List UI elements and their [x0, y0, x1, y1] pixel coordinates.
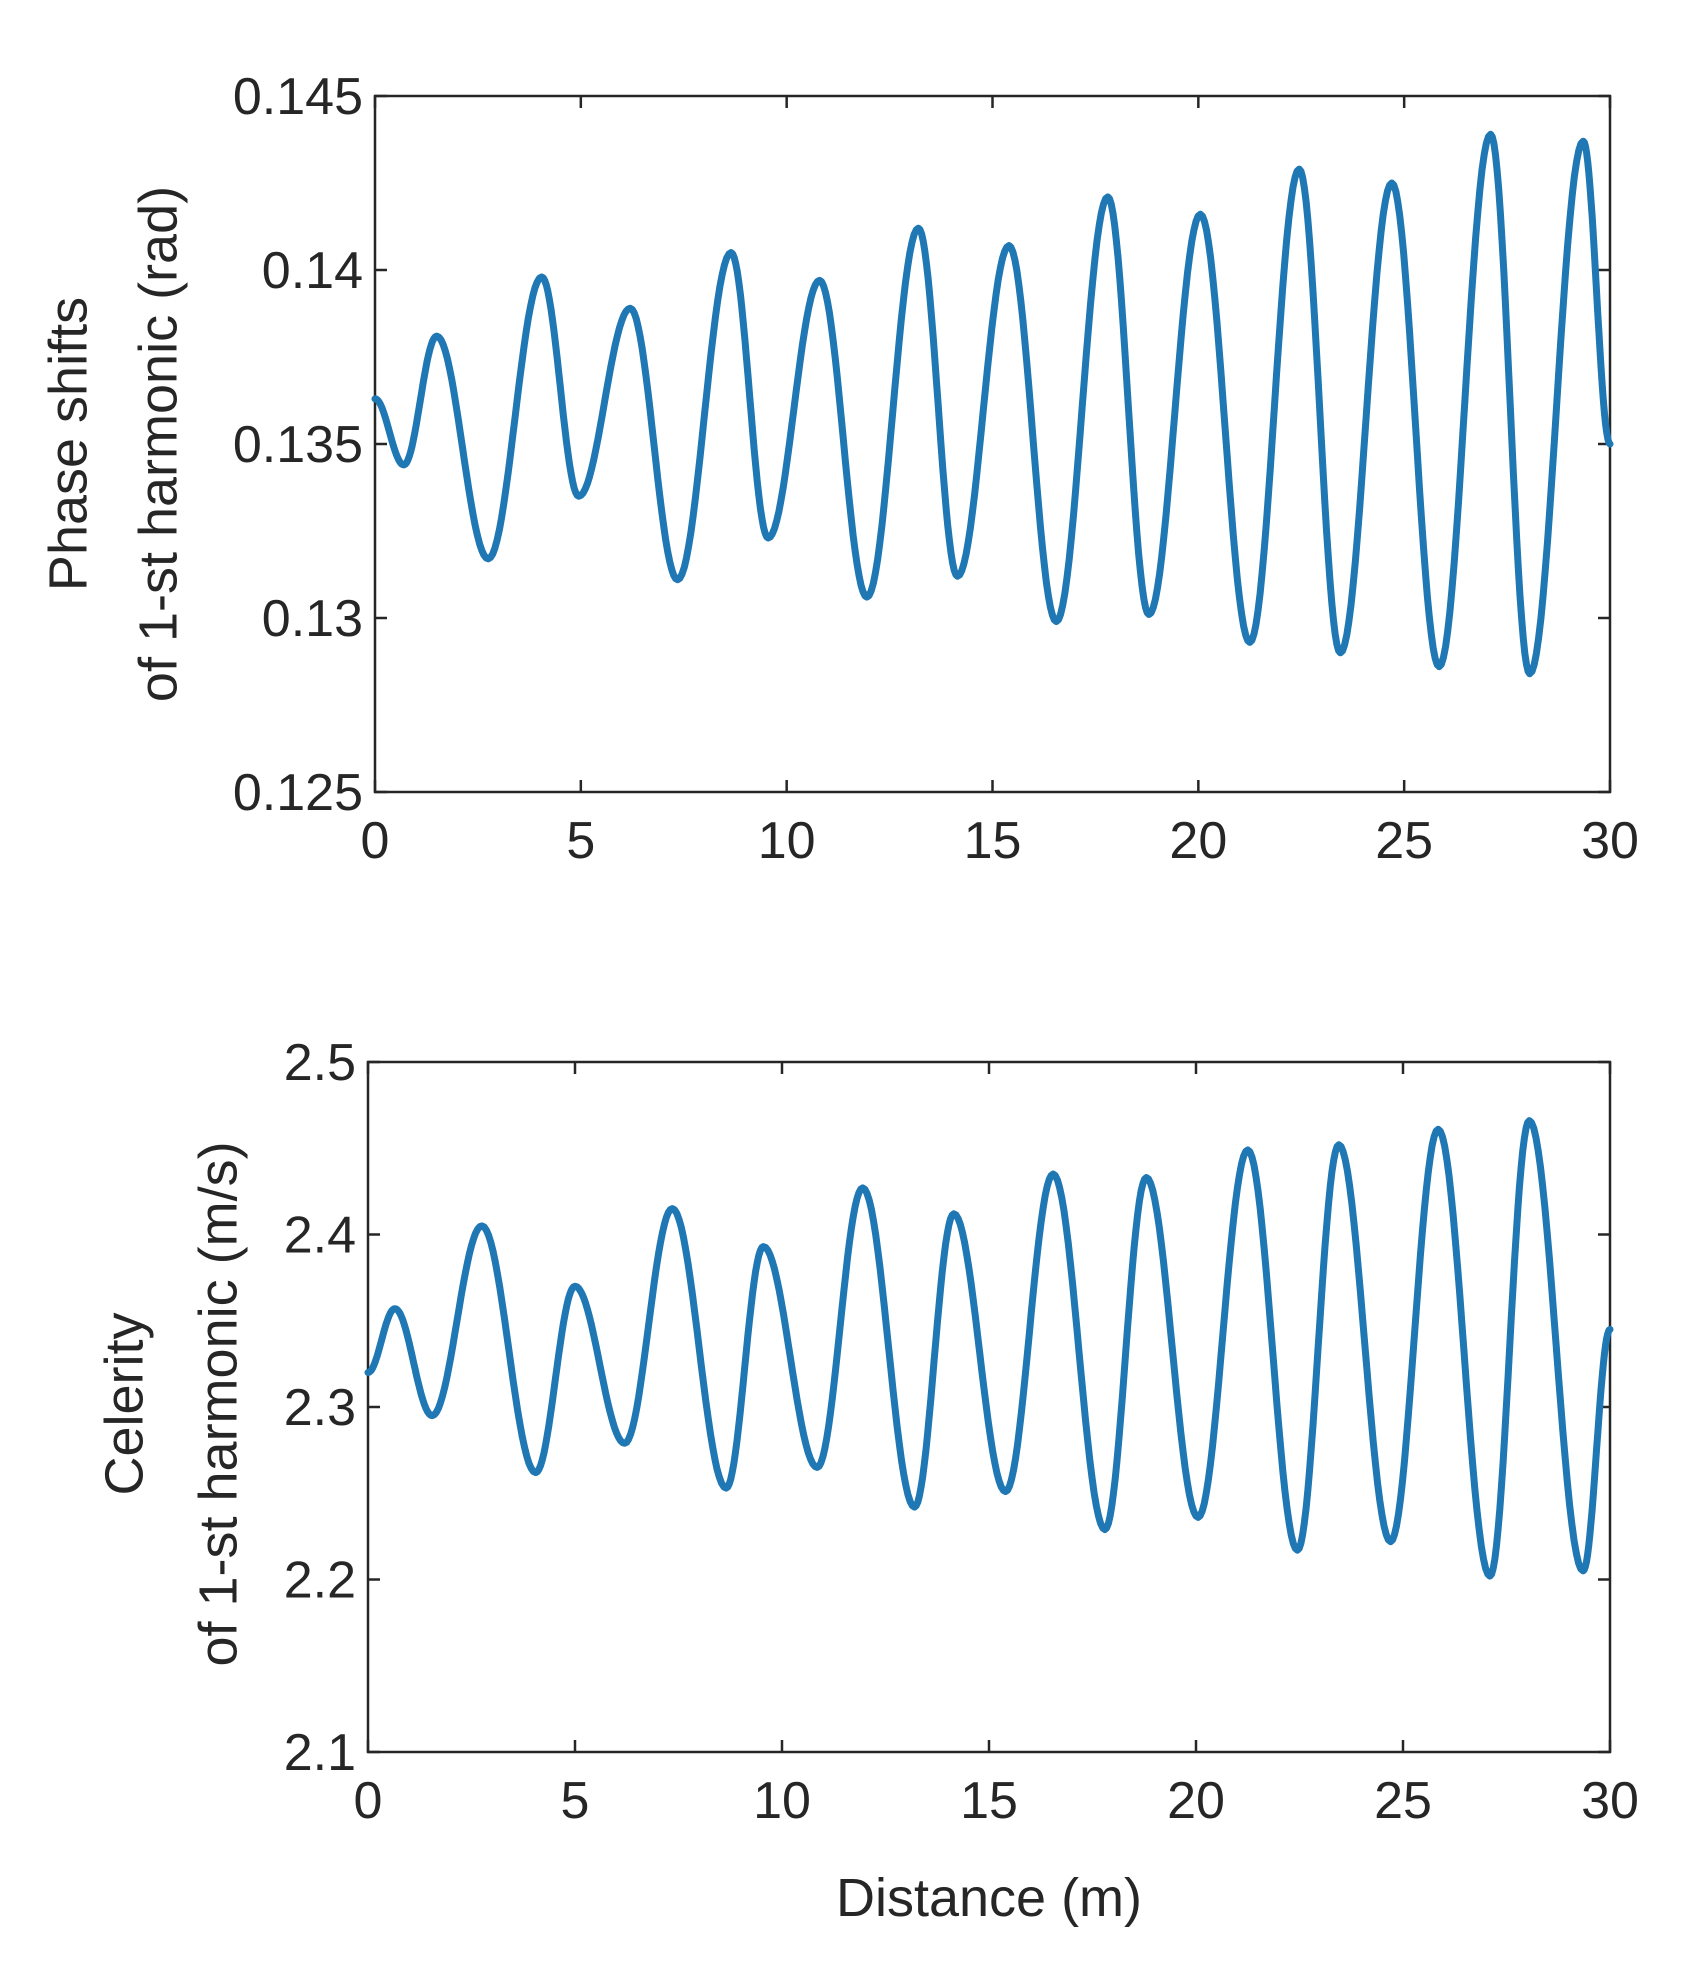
phase-shift-ytick-label: 0.145 [233, 68, 363, 126]
phase-shift-xtick-label: 0 [361, 812, 390, 870]
celerity-ylabel-line2: of 1-st harmonic (m/s) [188, 1141, 248, 1666]
phase-shift-ytick-label: 0.125 [233, 764, 363, 822]
celerity-panel: 0 5 10 15 20 25 30 2.1 2.2 2.3 2.4 2.5 Celerity of … [94, 1034, 1639, 1928]
celerity-xtick-label: 25 [1374, 1772, 1432, 1830]
phase-shift-xtick-label: 15 [964, 812, 1022, 870]
phase-shift-xtick-label: 20 [1169, 812, 1227, 870]
phase-shift-xtick-label: 25 [1375, 812, 1433, 870]
phase-shift-plot-frame [373, 94, 1612, 794]
phase-shift-xtick-label: 5 [566, 812, 595, 870]
phase-shift-ytick-label: 0.135 [233, 416, 363, 474]
celerity-ytick-label: 2.4 [284, 1207, 356, 1265]
phase-shift-ylabel-line2: of 1-st harmonic (rad) [128, 186, 188, 702]
celerity-xtick-label: 15 [960, 1772, 1018, 1830]
phase-shift-ylabel-line1: Phase shifts [38, 297, 98, 591]
phase-shift-ytick-label: 0.13 [262, 590, 363, 648]
celerity-tick-labels: 0 5 10 15 20 25 30 2.1 2.2 2.3 2.4 2.5 [284, 1034, 1639, 1830]
phase-shift-ytick-label: 0.14 [262, 242, 363, 300]
phase-shift-xtick-label: 30 [1581, 812, 1639, 870]
celerity-ytick-label: 2.5 [284, 1034, 356, 1092]
celerity-ytick-label: 2.2 [284, 1552, 356, 1610]
phase-shift-tick-labels: 0 5 10 15 20 25 30 0.125 0.13 0.135 0.14 0.145 [233, 68, 1639, 870]
celerity-xtick-label: 5 [561, 1772, 590, 1830]
celerity-xtick-label: 0 [354, 1772, 383, 1830]
celerity-xtick-label: 10 [753, 1772, 811, 1830]
celerity-ylabel-line1: Celerity [94, 1312, 154, 1495]
phase-shift-series-line [371, 130, 1614, 678]
celerity-ticks [366, 1060, 1612, 1754]
celerity-series-line [364, 1117, 1614, 1580]
phase-shift-ticks [373, 94, 1612, 794]
celerity-xtick-label: 30 [1581, 1772, 1639, 1830]
phase-shift-panel: 0 5 10 15 20 25 30 0.125 0.13 0.135 0.14 0.145 Phas… [38, 68, 1639, 870]
celerity-ytick-label: 2.1 [284, 1724, 356, 1782]
distance-xlabel: Distance (m) [836, 1868, 1142, 1928]
phase-shift-xtick-label: 10 [758, 812, 816, 870]
celerity-xtick-label: 20 [1167, 1772, 1225, 1830]
celerity-ytick-label: 2.3 [284, 1379, 356, 1437]
